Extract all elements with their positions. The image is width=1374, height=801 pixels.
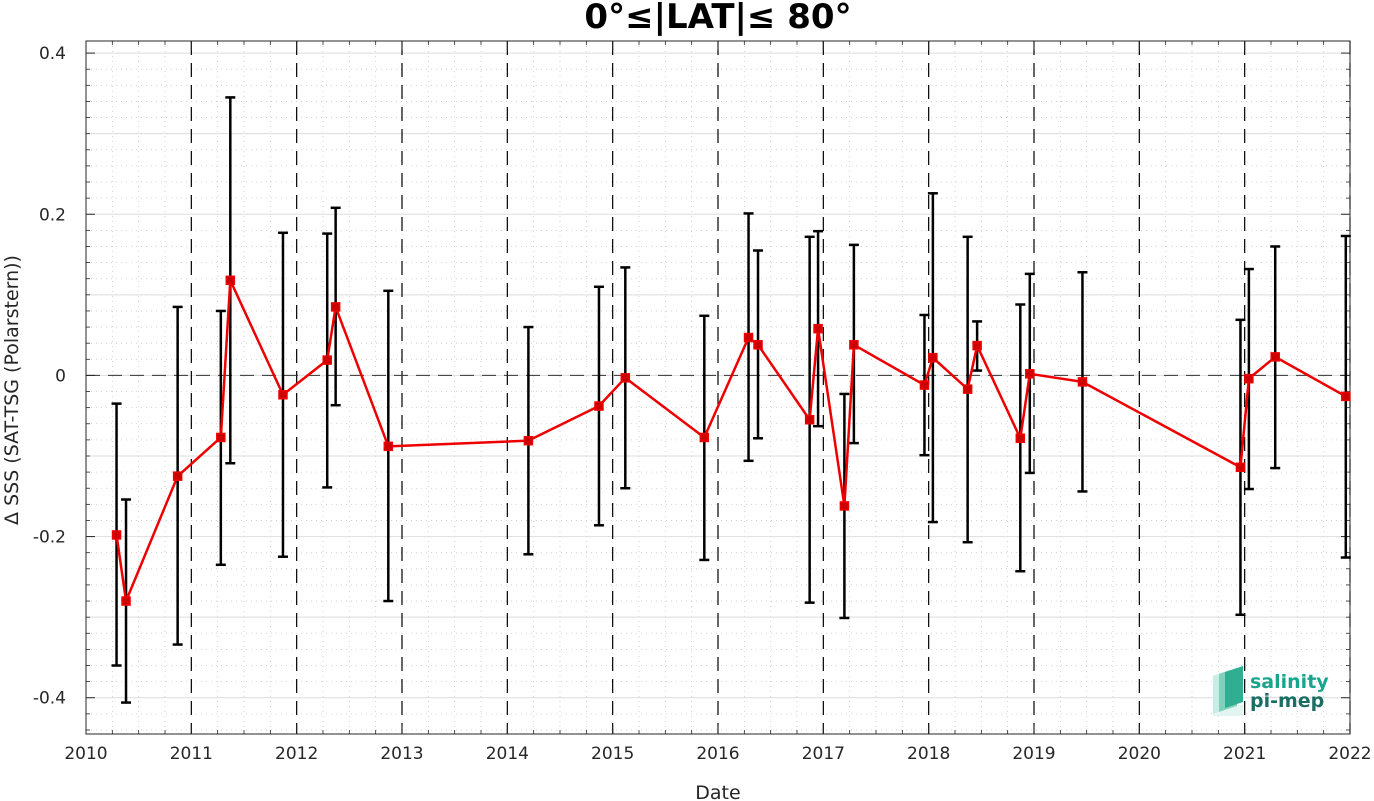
- logo-text-pi-mep: pi-mep: [1250, 690, 1324, 712]
- data-point: [972, 340, 982, 351]
- series-markers: [111, 275, 1351, 606]
- y-tick-labels: -0.4 -0.2 0 0.2 0.4: [33, 44, 66, 709]
- data-point: [523, 435, 534, 446]
- data-point: [322, 355, 332, 365]
- data-point: [1077, 377, 1088, 387]
- data-point: [383, 441, 394, 452]
- x-tick-label: 2016: [696, 744, 739, 764]
- salinity-pi-mep-logo: salinity pi-mep: [1213, 666, 1329, 716]
- data-point: [743, 332, 754, 343]
- x-tick-label: 2015: [591, 744, 634, 764]
- y-tick-label: -0.4: [33, 689, 66, 709]
- data-point: [804, 414, 815, 425]
- data-point: [962, 384, 973, 394]
- chart-title: 0°≤|LAT|≤ 80°: [584, 0, 851, 37]
- data-point: [1015, 433, 1026, 444]
- x-axis-label: Date: [695, 782, 740, 801]
- x-tick-label: 2021: [1223, 744, 1266, 764]
- y-tick-label: -0.2: [33, 528, 66, 548]
- data-point: [1244, 373, 1254, 384]
- x-tick-label: 2022: [1328, 744, 1371, 764]
- data-point: [1270, 352, 1280, 362]
- y-tick-label: 0.2: [39, 205, 66, 225]
- data-point: [278, 390, 288, 400]
- data-point: [216, 432, 226, 443]
- data-point: [594, 401, 604, 411]
- series-line: [115, 279, 1347, 603]
- data-point: [849, 340, 859, 350]
- x-tick-label: 2018: [907, 744, 950, 764]
- x-tick-label: 2019: [1012, 744, 1055, 764]
- data-point: [699, 432, 710, 443]
- data-point: [111, 530, 122, 540]
- x-tick-labels: 2010 2011 2012 2013 2014 2015 2016 2017 2018 2019…: [64, 744, 1371, 764]
- data-point: [620, 373, 631, 383]
- x-tick-label: 2011: [170, 744, 213, 764]
- logo-text-salinity: salinity: [1250, 671, 1329, 693]
- y-axis-label: Δ SSS (SAT-TSG (Polarstern)): [1, 255, 23, 525]
- logo-mark-icon: [1213, 666, 1243, 716]
- y-tick-label: 0.4: [39, 44, 66, 64]
- data-point: [1025, 369, 1035, 379]
- data-point: [919, 380, 930, 390]
- axis-ticks: [85, 41, 1351, 734]
- data-point: [753, 340, 763, 350]
- data-point: [839, 501, 850, 511]
- x-tick-label: 2017: [802, 744, 845, 764]
- data-point: [225, 275, 236, 286]
- x-tick-label: 2012: [275, 744, 318, 764]
- data-point: [1235, 462, 1246, 473]
- x-tick-label: 2020: [1118, 744, 1161, 764]
- y-tick-label: 0: [55, 366, 66, 386]
- data-point: [1341, 391, 1351, 402]
- data-point: [330, 302, 341, 312]
- x-tick-label: 2014: [486, 744, 529, 764]
- data-point: [813, 323, 823, 334]
- data-point: [172, 471, 183, 481]
- x-tick-label: 2010: [64, 744, 107, 764]
- data-point: [928, 352, 938, 363]
- data-point: [121, 596, 131, 606]
- x-tick-label: 2013: [380, 744, 423, 764]
